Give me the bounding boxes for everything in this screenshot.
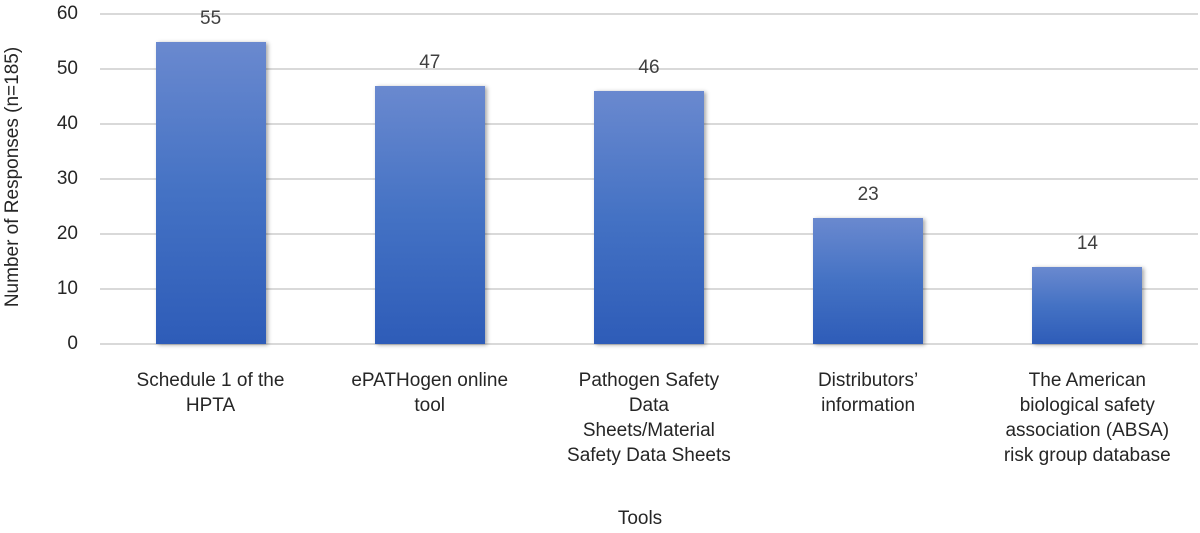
y-tick-label: 40 (56, 113, 78, 134)
gridline (100, 68, 1198, 70)
data-label: 23 (857, 183, 879, 205)
x-tick-label: Distributors’ information (817, 370, 919, 416)
gridline (100, 13, 1198, 15)
x-tick-label: The American biological safety association… (1003, 370, 1171, 466)
bar (1032, 267, 1143, 344)
data-label: 14 (1076, 233, 1098, 254)
y-tick-label: 10 (56, 278, 78, 299)
bar (374, 85, 485, 344)
x-tick-label: Pathogen Safety Data Sheets/Material Safety… (567, 370, 731, 466)
y-tick-label: 50 (56, 58, 78, 79)
x-tick-label: Schedule 1 of the HPTA (136, 370, 285, 416)
gridline (100, 343, 1198, 345)
x-axis-title: Tools (617, 508, 663, 529)
data-label: 55 (200, 7, 222, 29)
data-label: 46 (638, 57, 660, 78)
y-axis-title: Number of Responses (n=185) (2, 46, 23, 308)
bar (594, 91, 704, 344)
y-tick-label: 0 (67, 333, 78, 354)
y-tick-label: 20 (56, 223, 78, 244)
y-tick-label: 30 (56, 168, 78, 189)
data-label: 47 (419, 51, 441, 73)
bar (813, 217, 924, 344)
x-tick-label: ePATHogen online tool (351, 370, 509, 416)
bar (155, 41, 266, 344)
y-tick-label: 60 (56, 3, 78, 24)
